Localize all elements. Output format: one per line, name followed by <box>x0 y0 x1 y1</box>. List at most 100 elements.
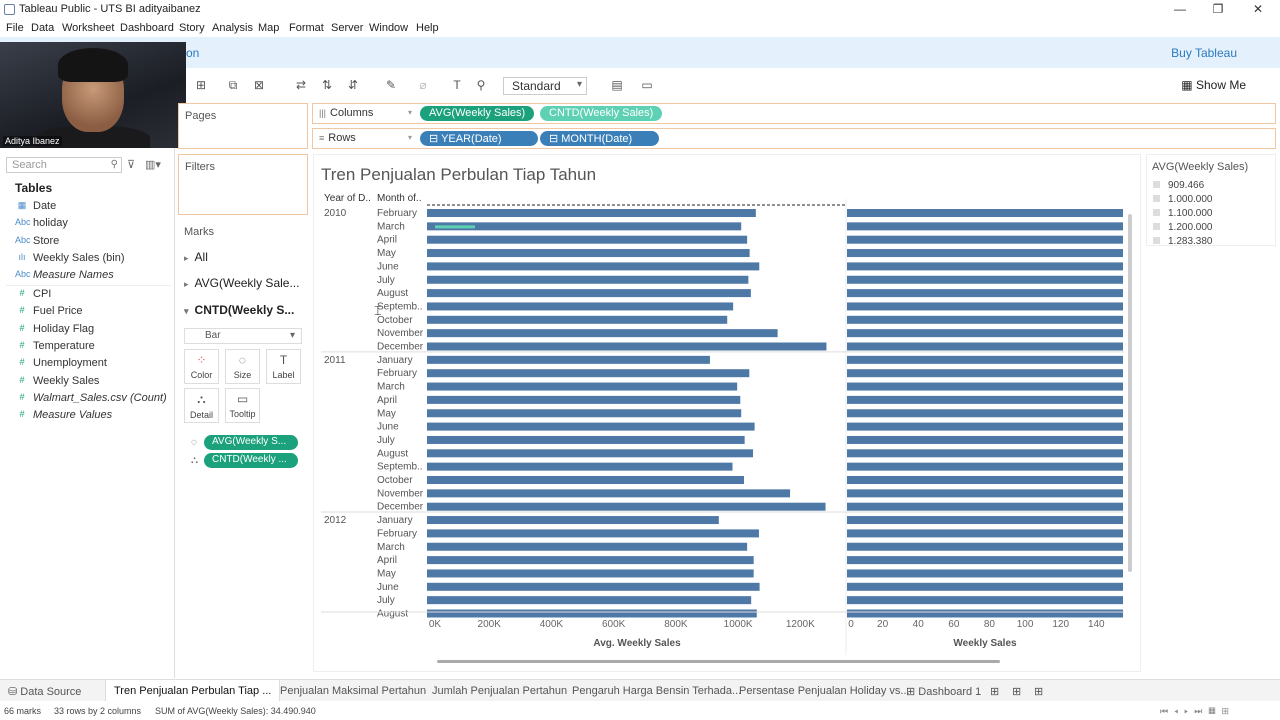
bar-avg[interactable] <box>427 262 760 271</box>
bar-cntd[interactable] <box>847 249 1123 258</box>
bar-cntd[interactable] <box>847 569 1123 578</box>
field-measure-names[interactable]: Abc Measure Names <box>0 268 175 284</box>
marks-avg-tab[interactable]: ▸ AVG(Weekly Sale... <box>184 276 299 290</box>
sort-descending-icon[interactable]: ⇵ <box>347 78 359 92</box>
bar-avg[interactable] <box>427 596 752 605</box>
tab-data-source[interactable]: ⛁ Data Source <box>8 685 81 698</box>
menu-analysis[interactable]: Analysis <box>212 22 253 34</box>
pill-month-date[interactable]: ⊟ MONTH(Date) <box>540 131 659 146</box>
clear-sheet-icon[interactable]: ⊠ <box>253 78 265 92</box>
minimize-button[interactable]: — <box>1174 2 1186 16</box>
color-button[interactable]: ⁘ Color <box>184 349 219 384</box>
bar-avg[interactable] <box>427 516 719 525</box>
field-unemployment[interactable]: # Unemployment <box>0 356 175 372</box>
field-holiday-flag[interactable]: # Holiday Flag <box>0 322 175 338</box>
label-button[interactable]: T Label <box>266 349 301 384</box>
maximize-button[interactable]: ❐ <box>1212 2 1224 16</box>
swap-icon[interactable]: ⇄ <box>295 78 307 92</box>
bar-cntd[interactable] <box>847 422 1123 431</box>
bar-cntd[interactable] <box>847 382 1123 391</box>
bar-cntd[interactable] <box>847 342 1123 351</box>
bar-avg[interactable] <box>427 435 745 444</box>
bar-avg[interactable] <box>427 222 742 231</box>
tooltip-button[interactable]: ▭ Tooltip <box>225 388 260 423</box>
bar-cntd[interactable] <box>847 449 1123 458</box>
bar-cntd[interactable] <box>847 289 1123 298</box>
bar-avg[interactable] <box>427 342 827 351</box>
bar-avg[interactable] <box>427 249 750 258</box>
menu-story[interactable]: Story <box>179 22 205 34</box>
bar-cntd[interactable] <box>847 502 1123 511</box>
bar-avg[interactable] <box>427 449 754 458</box>
highlight-icon[interactable]: ✎ <box>385 78 397 92</box>
bar-cntd[interactable] <box>847 355 1123 364</box>
legend-item[interactable]: 1.100.000 <box>1153 208 1213 219</box>
field-weekly-sales[interactable]: # Weekly Sales <box>0 374 175 390</box>
duplicate-icon[interactable]: ⧉ <box>228 78 238 92</box>
view-options-icon[interactable]: ▥▾ <box>145 159 161 171</box>
bar-avg[interactable] <box>427 489 791 498</box>
field-count[interactable]: # Walmart_Sales.csv (Count) <box>0 391 175 407</box>
field-weekly-sales-bin[interactable]: ılı Weekly Sales (bin) <box>0 251 175 267</box>
bar-cntd[interactable] <box>847 516 1123 525</box>
pill-cntd-weekly-sales[interactable]: CNTD(Weekly Sales) <box>540 106 663 121</box>
bar-avg[interactable] <box>427 476 745 484</box>
chevron-down-icon[interactable]: ▾ <box>408 133 413 142</box>
menu-file[interactable]: File <box>6 22 24 34</box>
menu-worksheet[interactable]: Worksheet <box>62 22 115 34</box>
bar-cntd[interactable] <box>847 302 1123 311</box>
menu-window[interactable]: Window <box>369 22 409 34</box>
bar-cntd[interactable] <box>847 542 1123 551</box>
bar-avg[interactable] <box>427 556 754 565</box>
close-button[interactable]: ✕ <box>1252 2 1264 16</box>
presentation-icon[interactable]: ▭ <box>641 78 653 92</box>
bar-cntd[interactable] <box>847 476 1123 484</box>
columns-shelf[interactable]: ||| Columns ▾ AVG(Weekly Sales) CNTD(Week… <box>312 103 1276 124</box>
legend-item[interactable]: 1.200.000 <box>1153 222 1213 233</box>
field-fuel-price[interactable]: # Fuel Price <box>0 304 175 320</box>
tab-penjualan-maksimal[interactable]: Penjualan Maksimal Pertahun <box>280 685 427 697</box>
chevron-down-icon[interactable]: ▾ <box>408 108 413 117</box>
field-store[interactable]: Abc Store <box>0 234 175 250</box>
menu-help[interactable]: Help <box>416 22 439 34</box>
bar-cntd[interactable] <box>847 529 1123 538</box>
bar-cntd[interactable] <box>847 209 1123 217</box>
legend-item[interactable]: 909.466 <box>1153 180 1204 191</box>
bar-cntd[interactable] <box>847 222 1123 231</box>
bar-cntd[interactable] <box>847 609 1123 618</box>
marks-all-tab[interactable]: ▸ All <box>184 250 208 264</box>
tab-dashboard-1[interactable]: ⊞ Dashboard 1 <box>906 685 981 698</box>
vertical-scrollbar[interactable] <box>1128 214 1132 572</box>
cards-icon[interactable]: ▤ <box>611 78 623 92</box>
filters-shelf[interactable]: Filters <box>178 154 308 215</box>
bar-avg[interactable] <box>427 609 757 618</box>
bar-avg[interactable] <box>427 329 778 338</box>
bar-cntd[interactable] <box>847 556 1123 565</box>
tab-pengaruh-harga[interactable]: Pengaruh Harga Bensin Terhada... <box>572 685 742 697</box>
buy-tableau-link[interactable]: Buy Tableau <box>1171 46 1237 60</box>
tab-tren-penjualan[interactable]: Tren Penjualan Perbulan Tiap ... <box>105 680 281 702</box>
bar-cntd[interactable] <box>847 329 1123 338</box>
highlight-bar[interactable] <box>435 225 475 229</box>
bar-cntd[interactable] <box>847 582 1123 591</box>
sheet-navigation-icons[interactable]: ⏮◂▸⏭▦⊞ <box>1160 706 1236 716</box>
group-icon[interactable]: ⌀ <box>419 78 427 92</box>
sort-ascending-icon[interactable]: ⇅ <box>321 78 333 92</box>
bar-avg[interactable] <box>427 355 710 364</box>
new-worksheet-icon[interactable]: ⊞ <box>195 78 207 92</box>
pill-avg-weekly-sales[interactable]: AVG(Weekly Sales) <box>420 106 535 121</box>
bar-cntd[interactable] <box>847 315 1123 324</box>
pages-shelf[interactable]: Pages <box>178 103 308 149</box>
bar-cntd[interactable] <box>847 235 1123 244</box>
bar-avg[interactable] <box>427 529 759 538</box>
tab-persentase-holiday[interactable]: Persentase Penjualan Holiday vs... <box>739 685 910 697</box>
marks-pill-avg[interactable]: AVG(Weekly S... <box>204 435 298 450</box>
legend-item[interactable]: 1.000.000 <box>1153 194 1213 205</box>
bar-avg[interactable] <box>427 409 742 418</box>
bar-cntd[interactable] <box>847 435 1123 444</box>
worksheet-view[interactable]: Tren Penjualan Perbulan Tiap Tahun Year … <box>313 154 1141 672</box>
bar-cntd[interactable] <box>847 489 1123 498</box>
header-year[interactable]: Year of D.. <box>324 193 371 204</box>
size-button[interactable]: ◌ Size <box>225 349 260 384</box>
bar-cntd[interactable] <box>847 596 1123 605</box>
